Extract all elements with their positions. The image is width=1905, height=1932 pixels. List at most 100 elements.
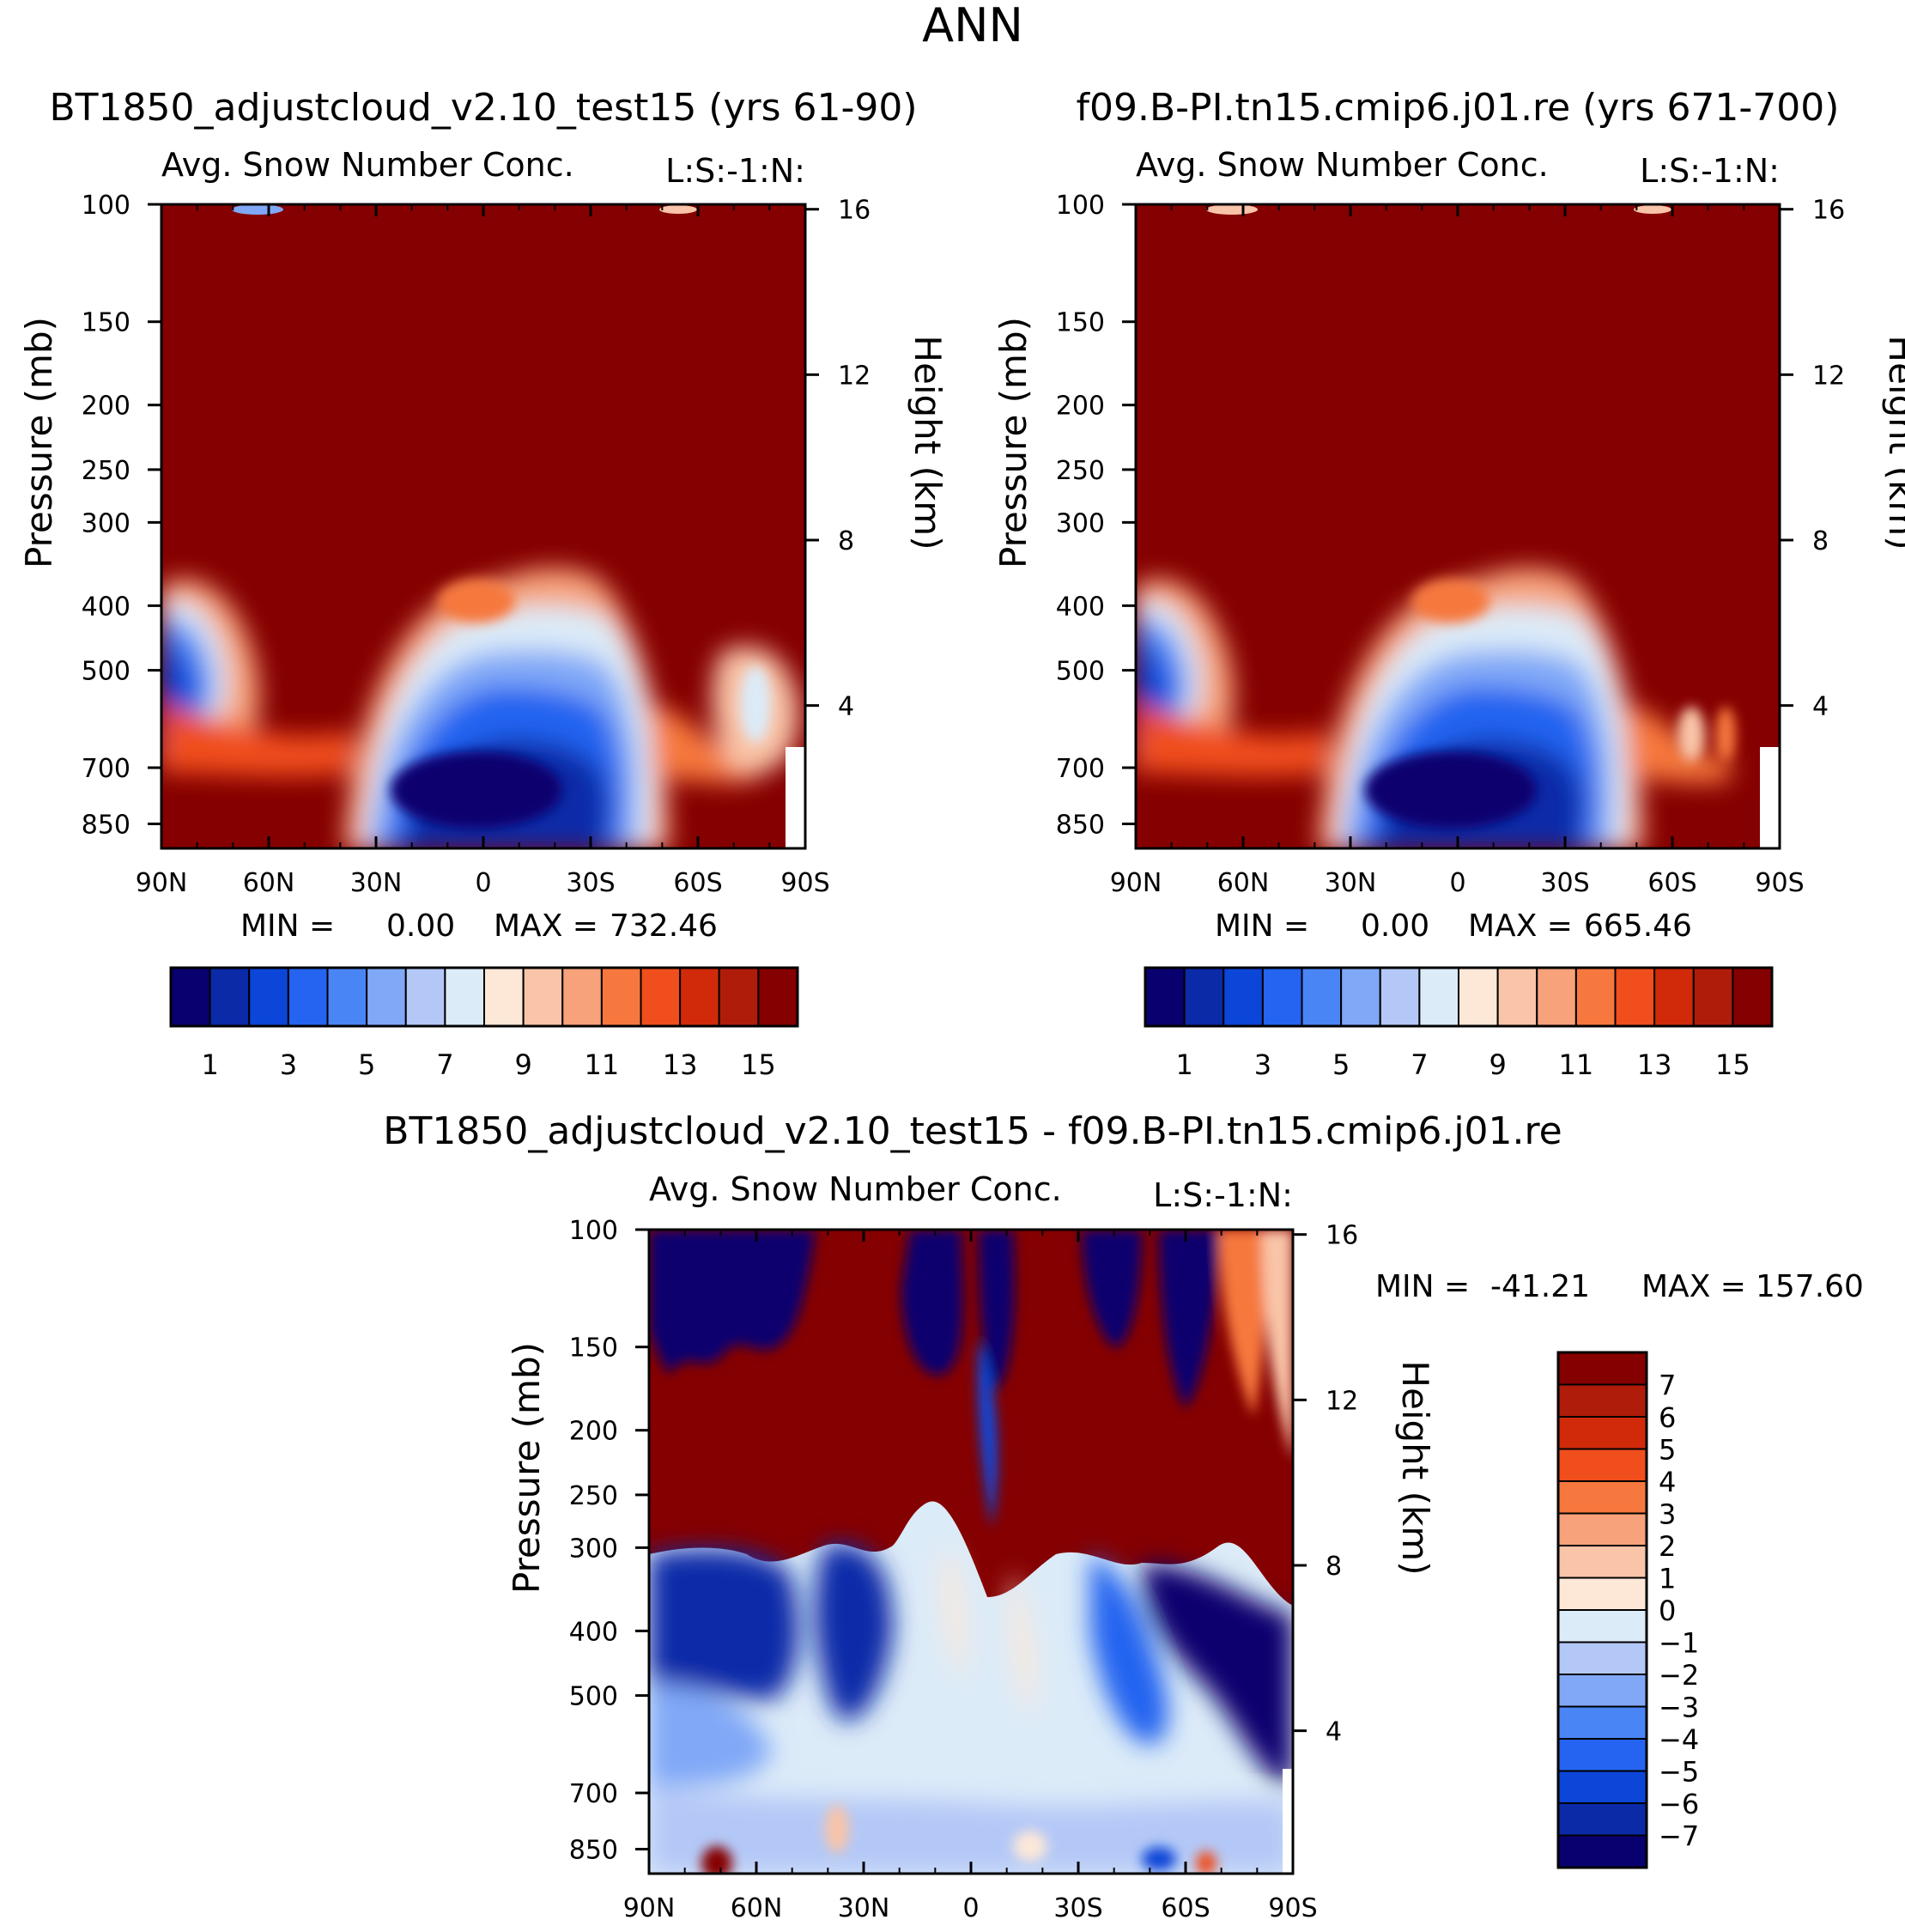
panel-2-field	[1136, 204, 1780, 848]
panel-1-colorbar-label: 5	[358, 1048, 375, 1081]
panel-1-x-tick-label: 90N	[136, 868, 188, 898]
panel-3-y-tick-label: 400	[569, 1617, 618, 1647]
panel-3-x-tick-label: 60N	[731, 1893, 783, 1923]
panel-2-units: L:S:-1:N:	[1640, 152, 1780, 190]
panel-1-y-tick-label: 100	[82, 191, 130, 221]
panel-1-colorbar-label: 3	[280, 1048, 297, 1081]
panel-2-y-tick-label: 850	[1056, 810, 1105, 840]
panel-2-title: f09.B-PI.tn15.cmip6.j01.re (yrs 671-700)	[1077, 86, 1840, 130]
panel-3-x-tick-label: 90S	[1268, 1893, 1317, 1923]
panel-3-x-tick-label: 30N	[838, 1893, 890, 1923]
panel-2-colorbar-box	[1340, 967, 1381, 1027]
panel-3-y-right-tick-label: 8	[1326, 1552, 1342, 1582]
panel-3-field	[649, 1230, 1293, 1874]
panel-2-colorbar-label: 5	[1332, 1048, 1350, 1081]
panel-1-colorbar-label: 9	[514, 1048, 531, 1081]
panel-2-colorbar-label: 3	[1254, 1048, 1271, 1081]
panel-3-x-tick-label: 0	[962, 1893, 979, 1923]
panel-3-colorbar-box	[1557, 1770, 1647, 1804]
panel-3-y-right-tick-label: 4	[1326, 1717, 1342, 1747]
panel-1-colorbar-box	[522, 967, 564, 1027]
panel-2-y-tick-label: 250	[1056, 456, 1105, 486]
panel-1-colorbar-box	[561, 967, 603, 1027]
panel-1-y-tick-label: 850	[82, 810, 130, 840]
panel-1-units: L:S:-1:N:	[665, 152, 805, 190]
panel-1-y-tick-label: 150	[82, 308, 130, 338]
panel-1-subtitle: Avg. Snow Number Conc.	[161, 146, 574, 184]
panel-2-y-tick-label: 500	[1056, 657, 1105, 687]
panel-1-y-right-tick-label: 16	[838, 196, 871, 226]
panel-2-colorbar-frame	[1144, 966, 1774, 1028]
panel-2-y-tick-label: 200	[1056, 392, 1105, 422]
panel-1-colorbar-label: 11	[585, 1048, 620, 1081]
panel-2-y-tick-label: 100	[1056, 191, 1105, 221]
panel-1-colorbar-frame	[169, 966, 799, 1028]
panel-3-colorbar-label: 2	[1659, 1530, 1676, 1563]
panel-3-y-tick-label: 700	[569, 1779, 618, 1809]
panel-3-colorbar-label: 6	[1659, 1401, 1676, 1434]
panel-3-y-right-axis-label: Height (km)	[1394, 1360, 1436, 1575]
panel-3: BT1850_adjustcloud_v2.10_test15 - f09.B-…	[383, 1109, 1864, 1923]
panel-1-y-right-tick-label: 8	[838, 526, 854, 556]
panel-2-colorbar-label: 15	[1715, 1048, 1750, 1081]
panel-1-colorbar-box	[483, 967, 525, 1027]
panel-1-colorbar-box	[209, 967, 251, 1027]
panel-3-colorbar-box	[1557, 1448, 1647, 1482]
panel-1: BT1850_adjustcloud_v2.10_test15 (yrs 61-…	[18, 86, 949, 898]
panel-3-colorbar-label: 7	[1659, 1370, 1676, 1402]
panel-1-x-tick-label: 30N	[350, 868, 403, 898]
panel-3-colorbar-label: −6	[1659, 1788, 1699, 1820]
panel-1-min-value: 0.00	[386, 908, 455, 944]
panel-3-units: L:S:-1:N:	[1153, 1176, 1293, 1214]
panel-1-colorbar-box	[404, 967, 446, 1027]
panel-3-y-tick-label: 250	[569, 1481, 618, 1511]
panel-2-colorbar-box	[1222, 967, 1264, 1027]
panel-3-colorbar-label: 0	[1659, 1595, 1676, 1627]
panel-2-y-right-tick-label: 8	[1812, 526, 1829, 556]
panel-1-colorbar-box	[287, 967, 329, 1027]
panel-2-colorbar-box	[1653, 967, 1695, 1027]
panel-2-colorbar-label: 9	[1489, 1048, 1506, 1081]
panel-3-min-value: -41.21	[1490, 1269, 1590, 1304]
panel-2-colorbar-label: 7	[1411, 1048, 1428, 1081]
panel-3-colorbar-frame	[1556, 1351, 1648, 1869]
panel-1-y-tick-label: 700	[82, 754, 130, 784]
panel-3-title: BT1850_adjustcloud_v2.10_test15 - f09.B-…	[383, 1109, 1562, 1153]
panel-3-max-label: MAX =	[1641, 1269, 1746, 1304]
panel-3-x-tick-label: 90N	[623, 1893, 676, 1923]
panel-3-max-value: 157.60	[1756, 1269, 1864, 1304]
panel-2-x-tick-label: 60N	[1217, 868, 1270, 898]
panel-3-colorbar-label: −1	[1659, 1627, 1699, 1660]
panel-1-x-tick-label: 30S	[566, 868, 615, 898]
panel-2-colorbar-box	[1614, 967, 1656, 1027]
panel-1-colorbar-label: 13	[663, 1048, 698, 1081]
panel-1-colorbar-box	[640, 967, 682, 1027]
panel-3-y-tick-label: 300	[569, 1534, 618, 1564]
panel-1-y-tick-label: 200	[82, 392, 130, 422]
panel-3-colorbar-box	[1557, 1416, 1647, 1450]
panel-3-y-tick-label: 200	[569, 1417, 618, 1447]
panel-3-y-right-tick-label: 12	[1326, 1386, 1358, 1416]
panel-3-colorbar-label: −3	[1659, 1692, 1699, 1724]
panel-2-y-tick-label: 400	[1056, 592, 1105, 622]
panel-2-colorbar-box	[1732, 967, 1773, 1027]
panel-1-colorbar-box	[366, 967, 407, 1027]
panel-1-y-right-tick-label: 4	[838, 692, 854, 722]
panel-1-x-tick-label: 0	[475, 868, 491, 898]
panel-1-y-tick-label: 400	[82, 592, 130, 622]
panel-2-x-tick-label: 60S	[1647, 868, 1696, 898]
panel-1-colorbar-box	[757, 967, 798, 1027]
panel-1-max-label: MAX =	[494, 908, 598, 944]
panel-3-colorbar-label: −2	[1659, 1659, 1699, 1692]
panel-1-axes: 90N 60N 30N 0 30S 60S 90S 100 150 200 250 300 400 500…	[18, 191, 949, 898]
panel-3-colorbar-box	[1557, 1512, 1647, 1546]
panel-2-colorbar-box	[1379, 967, 1421, 1027]
panel-2-colorbar-box	[1496, 967, 1538, 1027]
panel-1-field	[161, 204, 805, 848]
panel-3-colorbar-label: 4	[1659, 1466, 1676, 1498]
panel-1-colorbar-box	[248, 967, 289, 1027]
panel-1-max-value: 732.46	[610, 908, 718, 944]
panel-1-y-tick-label: 250	[82, 456, 130, 486]
panel-3-colorbar-box	[1557, 1577, 1647, 1611]
